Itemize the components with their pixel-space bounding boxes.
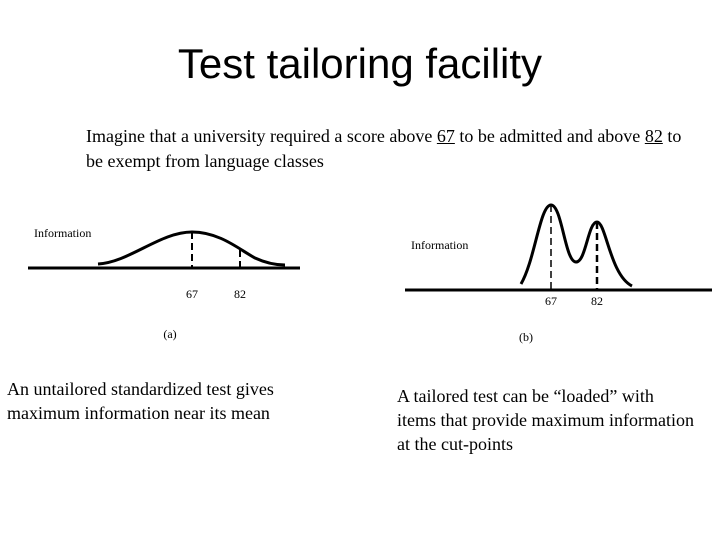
figure-a-tick-82: 82 [234,287,246,301]
figure-b-curve [519,203,633,288]
figure-a: Information 67 82 (a) [28,226,300,341]
figure-a-label: (a) [163,327,176,341]
figure-b-ylabel: Information [411,238,468,252]
figure-b-tick-67: 67 [545,294,557,308]
figure-b: Information 67 82 (b) [405,203,712,344]
slide-title: Test tailoring facility [177,40,543,87]
caption-b: A tailored test can be “loaded” with ite… [397,386,694,454]
figure-b-tick-82: 82 [591,294,603,308]
caption-a: An untailored standardized test gives ma… [7,379,274,423]
cut-score-82: 82 [644,126,663,146]
intro-part: Imagine that a university required a sco… [86,126,437,146]
figure-a-tick-67: 67 [186,287,198,301]
intro-part: to be admitted and above [454,126,645,146]
intro-text: Imagine that a university required a sco… [86,124,686,174]
intro-part: to be exempt from language classes [86,126,682,171]
figure-a-ylabel: Information [34,226,91,240]
cut-score-67: 67 [436,126,455,146]
figure-a-curve [97,230,286,267]
figure-b-label: (b) [519,330,533,344]
